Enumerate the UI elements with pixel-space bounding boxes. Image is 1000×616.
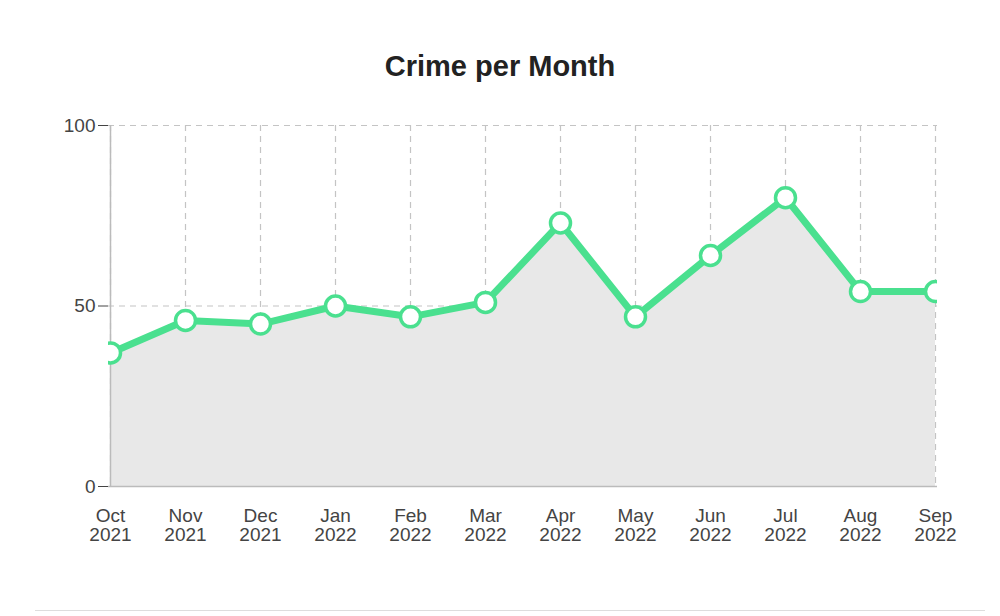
svg-text:Mar2022: Mar2022 (464, 505, 506, 545)
svg-text:Apr2022: Apr2022 (539, 505, 581, 545)
svg-text:Feb2022: Feb2022 (389, 505, 431, 545)
svg-text:Nov2021: Nov2021 (164, 505, 206, 545)
svg-text:100: 100 (64, 115, 96, 136)
svg-text:Aug2022: Aug2022 (839, 505, 881, 545)
svg-text:Oct2021: Oct2021 (89, 505, 131, 545)
svg-text:50: 50 (74, 295, 95, 316)
svg-text:Dec2021: Dec2021 (239, 505, 281, 545)
svg-text:Jun2022: Jun2022 (689, 505, 731, 545)
svg-text:Sep2022: Sep2022 (914, 505, 956, 545)
svg-text:Jan2022: Jan2022 (314, 505, 356, 545)
svg-text:May2022: May2022 (614, 505, 656, 545)
svg-text:Jul2022: Jul2022 (764, 505, 806, 545)
svg-text:0: 0 (85, 476, 96, 497)
html-text:Crime per Month: Crime per Month (384, 50, 616, 82)
